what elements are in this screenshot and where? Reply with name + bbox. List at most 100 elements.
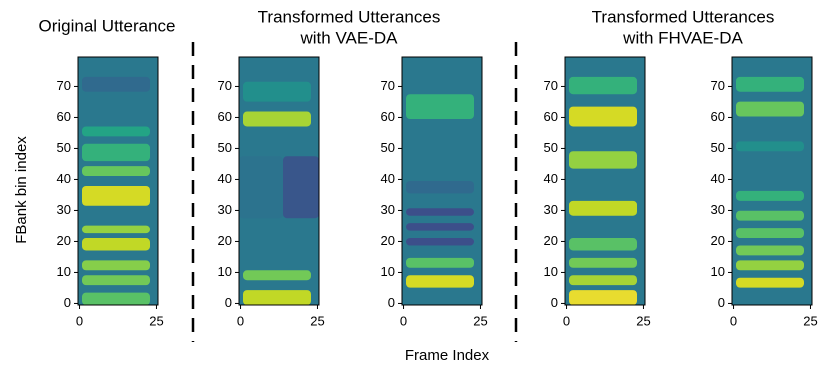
y-tick-label: 10 xyxy=(57,264,71,279)
y-tick-label: 0 xyxy=(718,295,725,310)
heatmap-band xyxy=(243,81,311,102)
y-tick-label: 60 xyxy=(544,109,558,124)
y-tick-label: 0 xyxy=(225,295,232,310)
heatmap-band xyxy=(82,238,150,251)
x-tick-label: 25 xyxy=(310,313,324,328)
y-tick-label: 40 xyxy=(381,171,395,186)
y-tick-label: 50 xyxy=(711,140,725,155)
heatmap-band xyxy=(736,101,804,117)
heatmap-band xyxy=(736,76,804,92)
y-tick-label: 60 xyxy=(57,109,71,124)
x-tick-label: 25 xyxy=(149,313,163,328)
y-tick-label: 20 xyxy=(711,233,725,248)
plot-frame xyxy=(564,56,646,306)
heatmap-band xyxy=(406,208,474,216)
plot-frame xyxy=(401,56,483,306)
heatmap-band xyxy=(569,257,637,268)
y-tick-label: 50 xyxy=(57,140,71,155)
y-tick-label: 40 xyxy=(57,171,71,186)
heatmap-band xyxy=(243,290,311,305)
heatmap-band xyxy=(82,166,150,177)
heatmap-band xyxy=(283,156,319,219)
x-tick-label: 0 xyxy=(730,313,737,328)
heatmap-band xyxy=(82,143,150,162)
x-tick-label: 25 xyxy=(803,313,817,328)
y-tick-label: 10 xyxy=(381,264,395,279)
heatmap-band xyxy=(736,277,804,288)
heatmap-band xyxy=(82,185,150,206)
group-title: with VAE-DA xyxy=(300,28,399,47)
heatmap-band xyxy=(82,225,150,234)
heatmap-band xyxy=(569,200,637,216)
x-tick-label: 0 xyxy=(400,313,407,328)
heatmap-band xyxy=(82,275,150,286)
heatmap-band xyxy=(82,292,150,305)
heatmap-band xyxy=(569,238,637,251)
y-tick-label: 40 xyxy=(218,171,232,186)
plot-frame xyxy=(238,56,320,306)
y-tick-label: 50 xyxy=(218,140,232,155)
heatmap-band xyxy=(736,190,804,201)
y-tick-label: 30 xyxy=(544,202,558,217)
y-axis-label: FBank bin index xyxy=(13,136,30,244)
y-tick-label: 60 xyxy=(218,109,232,124)
group-title: Transformed Utterances xyxy=(592,7,775,26)
heatmap-band xyxy=(569,106,637,127)
x-tick-label: 25 xyxy=(636,313,650,328)
heatmap-band xyxy=(243,111,311,127)
group-title: with FHVAE-DA xyxy=(622,28,743,47)
y-tick-label: 40 xyxy=(711,171,725,186)
y-tick-label: 20 xyxy=(218,233,232,248)
y-tick-label: 20 xyxy=(57,233,71,248)
heatmap-band xyxy=(569,275,637,286)
y-tick-label: 50 xyxy=(544,140,558,155)
heatmap-band xyxy=(239,156,283,219)
y-tick-label: 70 xyxy=(381,78,395,93)
heatmap-band xyxy=(569,151,637,169)
x-axis-label: Frame Index xyxy=(405,347,490,364)
heatmap-band xyxy=(82,76,150,92)
x-tick-label: 25 xyxy=(473,313,487,328)
x-tick-label: 0 xyxy=(76,313,83,328)
y-tick-label: 0 xyxy=(388,295,395,310)
heatmap-band xyxy=(569,76,637,95)
heatmap-band xyxy=(406,238,474,246)
y-tick-label: 70 xyxy=(218,78,232,93)
y-tick-label: 60 xyxy=(711,109,725,124)
plot-frame xyxy=(77,56,159,306)
heatmap-band xyxy=(736,210,804,221)
y-tick-label: 30 xyxy=(57,202,71,217)
heatmap-band xyxy=(736,245,804,256)
y-tick-label: 10 xyxy=(218,264,232,279)
heatmap-band xyxy=(736,228,804,239)
x-tick-label: 0 xyxy=(563,313,570,328)
y-tick-label: 70 xyxy=(57,78,71,93)
heatmap-band xyxy=(406,275,474,288)
y-tick-label: 10 xyxy=(544,264,558,279)
y-tick-label: 30 xyxy=(381,202,395,217)
heatmap-band xyxy=(736,141,804,152)
y-tick-label: 70 xyxy=(711,78,725,93)
plot-frame xyxy=(731,56,813,306)
y-tick-label: 20 xyxy=(381,233,395,248)
y-tick-label: 20 xyxy=(544,233,558,248)
panel-title: Original Utterance xyxy=(38,16,175,35)
y-tick-label: 60 xyxy=(381,109,395,124)
heatmap-band xyxy=(736,260,804,271)
y-tick-label: 40 xyxy=(544,171,558,186)
y-tick-label: 70 xyxy=(544,78,558,93)
heatmap-band xyxy=(406,257,474,268)
y-tick-label: 10 xyxy=(711,264,725,279)
heatmap-band xyxy=(406,94,474,119)
y-tick-label: 50 xyxy=(381,140,395,155)
y-tick-label: 0 xyxy=(64,295,71,310)
heatmap-band xyxy=(82,126,150,137)
x-tick-label: 0 xyxy=(237,313,244,328)
heatmap-band xyxy=(569,290,637,305)
y-tick-label: 0 xyxy=(551,295,558,310)
heatmap-band xyxy=(243,270,311,281)
heatmap-band xyxy=(406,181,474,194)
y-tick-label: 30 xyxy=(711,202,725,217)
y-tick-label: 30 xyxy=(218,202,232,217)
